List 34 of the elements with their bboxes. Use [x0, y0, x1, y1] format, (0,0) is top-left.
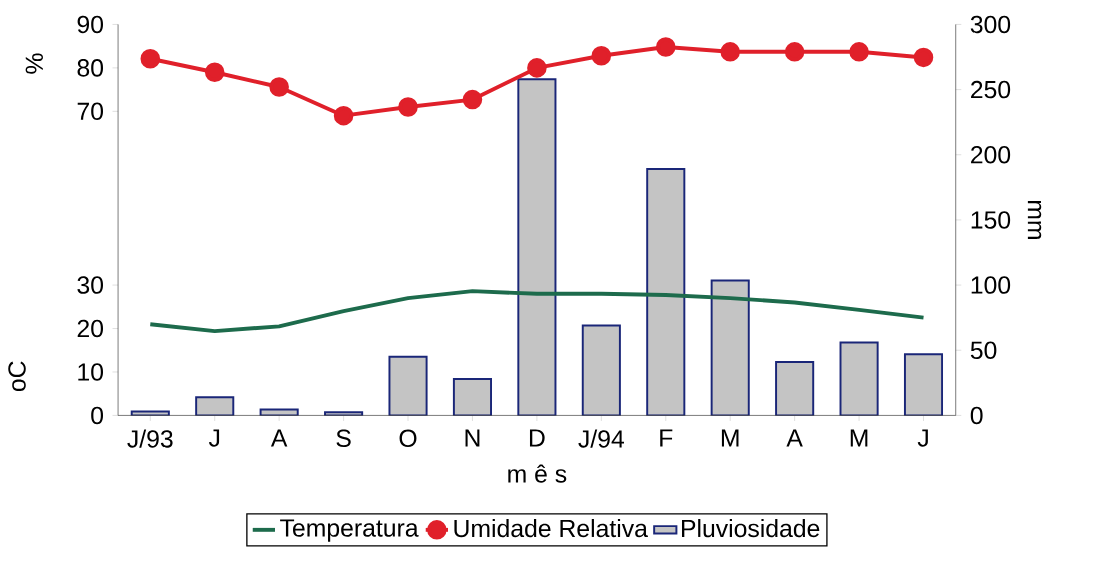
x-tick-label: N: [465, 429, 480, 447]
y2-axis-title: mm: [1027, 200, 1042, 239]
y-tick-label: 80: [77, 59, 104, 77]
x-axis-title: m ê s: [508, 464, 567, 483]
text: %: [25, 53, 43, 74]
y-tick-label: 10: [78, 363, 104, 381]
x-tick-label: A: [786, 429, 803, 447]
legend-label: Temperatura: [280, 519, 419, 542]
y-tick-label: 70: [77, 102, 104, 121]
y2-tick-label: 0: [970, 406, 983, 425]
y2-tick-label: 300: [970, 15, 1011, 34]
legend-label: Pluviosidade: [682, 519, 820, 538]
x-tick-label: O: [399, 429, 417, 448]
y-tick-label: 90: [77, 15, 104, 34]
y-tick-label: 0: [91, 406, 104, 425]
y-tick-label: 30: [77, 276, 104, 294]
x-tick-label: M: [850, 429, 868, 447]
y-tick-label: 20: [77, 319, 104, 338]
x-tick-label: F: [660, 429, 673, 447]
y2-tick-label: 200: [971, 145, 1011, 164]
y2-tick-label: 100: [971, 276, 1011, 294]
legend-label: Umidade Relativa: [454, 519, 648, 538]
y-axis-title: oC: [8, 361, 26, 392]
x-tick-label: J/93: [127, 429, 173, 448]
x-tick-label: J: [917, 429, 928, 447]
x-tick-label: A: [270, 429, 288, 447]
y2-tick-label: 250: [971, 80, 1011, 99]
x-tick-label: J: [208, 429, 220, 447]
x-tick-label: D: [529, 429, 545, 447]
x-tick-label: M: [721, 429, 739, 447]
y2-tick-label: 50: [970, 341, 997, 360]
x-tick-label: J/94: [578, 429, 624, 448]
x-tick-label: S: [336, 429, 351, 448]
y2-tick-label: 150: [971, 211, 1011, 229]
